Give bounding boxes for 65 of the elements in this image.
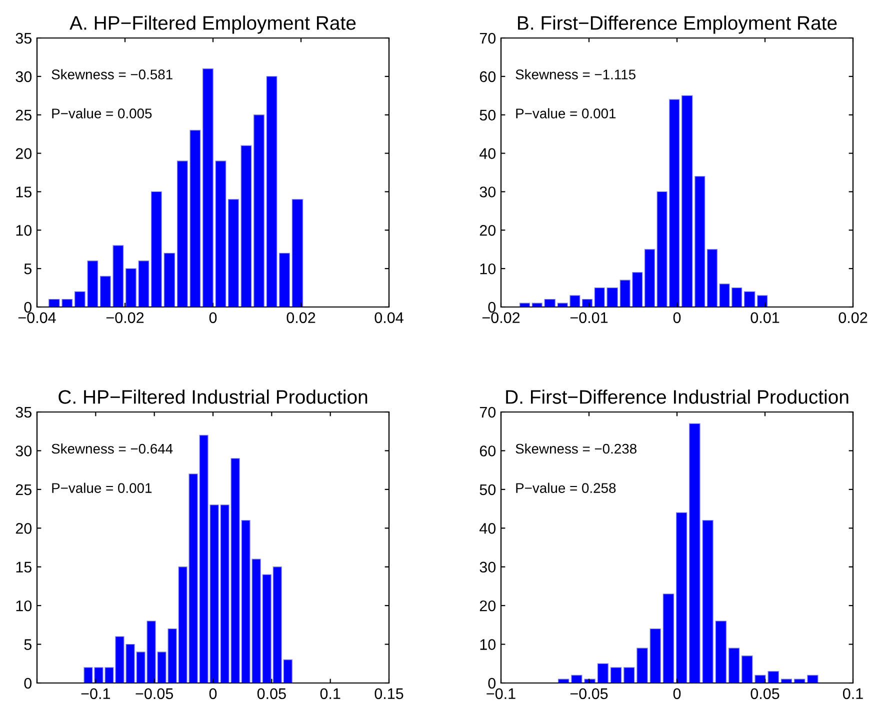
y-tick-label: 70 (480, 32, 496, 44)
annotation: Skewness = −0.238 (516, 443, 636, 454)
x-tick-label: −0.1 (81, 688, 110, 700)
chart-title: B. First−Difference Employment Rate (518, 16, 837, 34)
y-tick-label: 60 (480, 446, 496, 456)
x-tick-label: 0 (673, 688, 681, 700)
x-tick-label: −0.04 (18, 312, 56, 324)
x-tick-label: 0.05 (257, 688, 286, 700)
x-tick-label: 0.15 (374, 688, 404, 700)
annotation: P−value = 0.258 (516, 482, 616, 493)
y-tick-label: 25 (16, 110, 32, 121)
x-tick-label: 0.1 (842, 688, 863, 700)
annotation: Skewness = −0.581 (52, 69, 172, 80)
y-tick-label: 30 (16, 71, 32, 82)
y-tick-label: 60 (480, 71, 496, 82)
y-tick-label: 50 (480, 484, 496, 496)
annotation: Skewness = −1.115 (516, 69, 636, 80)
y-tick-label: 25 (16, 484, 32, 496)
y-tick-label: 15 (16, 562, 32, 573)
y-tick-label: 10 (480, 639, 496, 650)
y-tick-label: 40 (480, 148, 496, 159)
y-tick-label: 30 (16, 446, 32, 456)
y-tick-label: 40 (480, 523, 496, 534)
annotation: P−value = 0.005 (52, 108, 152, 118)
y-tick-label: 10 (16, 600, 32, 612)
chart-title: C. HP−Filtered Industrial Production (58, 390, 368, 404)
y-tick-label: 70 (480, 406, 496, 418)
chart-title: A. HP−Filtered Employment Rate (70, 16, 356, 34)
y-tick-label: 50 (480, 110, 496, 121)
y-tick-label: 20 (480, 600, 496, 612)
y-tick-label: 20 (16, 148, 32, 159)
y-tick-label: 20 (480, 225, 496, 236)
x-tick-label: −0.05 (136, 688, 174, 700)
x-tick-label: 0.04 (374, 312, 404, 324)
y-tick-label: 35 (16, 406, 32, 418)
x-tick-label: 0 (209, 312, 217, 324)
y-tick-label: 30 (480, 562, 496, 573)
y-tick-label: 0 (24, 678, 32, 689)
y-tick-label: 10 (16, 225, 32, 236)
x-tick-label: 0 (209, 688, 217, 700)
annotation: P−value = 0.001 (52, 482, 152, 493)
x-tick-label: 0.02 (286, 312, 316, 324)
chart-title: D. First−Difference Industrial Production (506, 390, 848, 404)
x-tick-label: 0.1 (320, 688, 340, 700)
y-tick-label: 30 (480, 186, 496, 198)
annotation: Skewness = −0.644 (52, 443, 173, 454)
y-tick-label: 15 (16, 186, 32, 198)
x-tick-label: −0.02 (482, 312, 520, 324)
y-tick-label: 35 (16, 32, 32, 44)
y-tick-label: 0 (24, 302, 32, 313)
annotation: P−value = 0.001 (516, 108, 616, 118)
x-tick-label: 0 (673, 312, 681, 324)
x-tick-label: −0.05 (570, 688, 608, 700)
x-tick-label: 0.02 (838, 312, 868, 324)
y-tick-label: 5 (24, 264, 32, 274)
y-tick-label: 5 (24, 639, 32, 650)
x-tick-label: 0.05 (750, 688, 780, 700)
x-tick-label: −0.1 (486, 688, 516, 700)
x-tick-label: −0.01 (570, 312, 608, 324)
y-tick-label: 0 (488, 678, 496, 689)
y-tick-label: 10 (480, 263, 496, 274)
y-tick-label: 0 (488, 302, 496, 313)
y-tick-label: 20 (16, 523, 32, 534)
x-tick-label: 0.01 (750, 312, 780, 324)
x-tick-label: −0.02 (106, 312, 144, 324)
